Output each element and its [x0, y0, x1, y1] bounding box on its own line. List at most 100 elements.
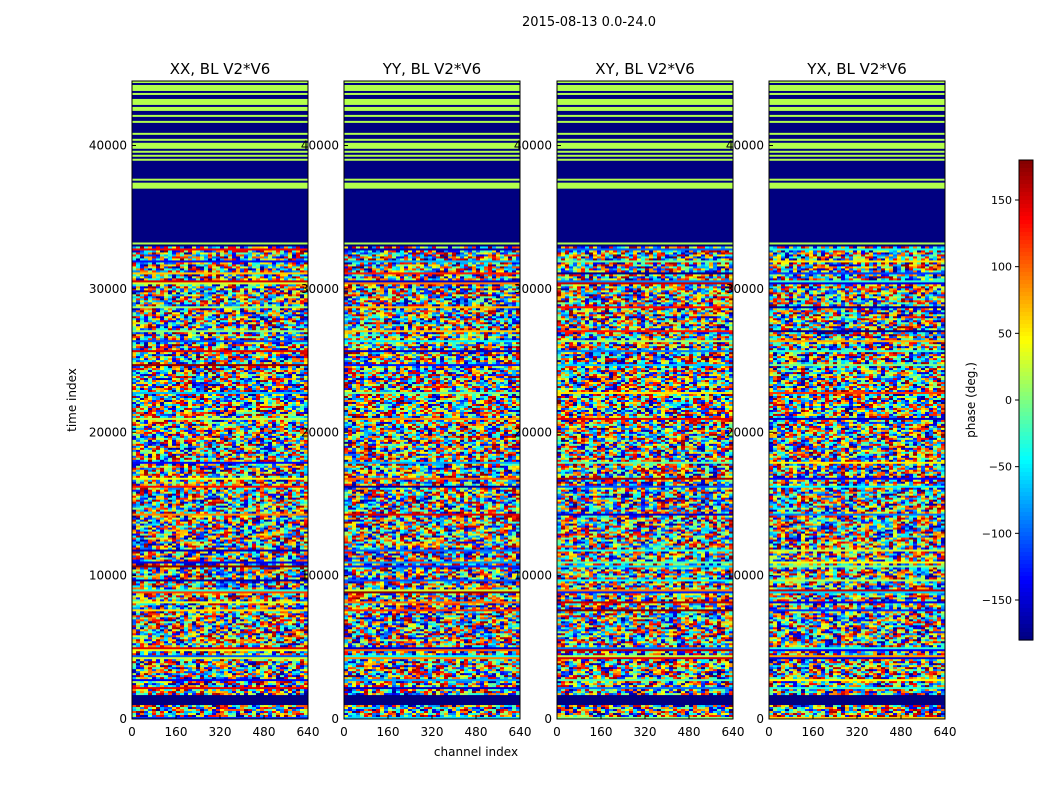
colorbar-segment [1019, 620, 1033, 625]
colorbar-segment [1019, 336, 1033, 341]
colorbar-segment [1019, 252, 1033, 257]
panel-xx: XX, BL V2*V6 0 160 320 480 640 0 10000 20000 3000… [89, 60, 320, 739]
colorbar-segment [1019, 484, 1033, 489]
colorbar-segment [1019, 444, 1033, 449]
colorbar-segment [1019, 236, 1033, 241]
colorbar-segment [1019, 372, 1033, 377]
colorbar-segment [1019, 224, 1033, 229]
y-tick-label: 30000 [301, 282, 339, 296]
colorbar-segment [1019, 548, 1033, 553]
x-tick-label: 640 [509, 725, 532, 739]
colorbar-segment [1019, 420, 1033, 425]
y-tick-label: 40000 [301, 139, 339, 153]
colorbar-segment [1019, 512, 1033, 517]
colorbar-segment [1019, 588, 1033, 593]
heatmap-image [557, 81, 733, 719]
colorbar-segment [1019, 400, 1033, 405]
colorbar-segment [1019, 280, 1033, 285]
colorbar-segment [1019, 440, 1033, 445]
x-axis-label: channel index [434, 745, 518, 759]
panel-title: YY, BL V2*V6 [382, 60, 481, 78]
colorbar-segment [1019, 408, 1033, 413]
colorbar-segment [1019, 536, 1033, 541]
colorbar-segment [1019, 208, 1033, 213]
colorbar-segment [1019, 460, 1033, 465]
y-tick-label: 0 [756, 712, 764, 726]
colorbar-tick-label: −50 [989, 461, 1012, 474]
colorbar-segment [1019, 168, 1033, 173]
x-tick-label: 480 [253, 725, 276, 739]
colorbar-segment [1019, 636, 1033, 641]
colorbar-segment [1019, 424, 1033, 429]
colorbar-segment [1019, 312, 1033, 317]
colorbar-segment [1019, 204, 1033, 209]
colorbar-segment [1019, 468, 1033, 473]
colorbar-segment [1019, 508, 1033, 513]
colorbar-segment [1019, 432, 1033, 437]
colorbar-segment [1019, 388, 1033, 393]
colorbar-segment [1019, 176, 1033, 181]
colorbar-segment [1019, 240, 1033, 245]
colorbar-segment [1019, 384, 1033, 389]
colorbar-segment [1019, 392, 1033, 397]
colorbar-tick-label: 50 [998, 327, 1012, 340]
colorbar-segment [1019, 180, 1033, 185]
colorbar-segment [1019, 504, 1033, 509]
x-tick-label: 160 [590, 725, 613, 739]
y-tick-label: 40000 [726, 139, 764, 153]
colorbar-segment [1019, 532, 1033, 537]
colorbar-segment [1019, 448, 1033, 453]
colorbar-segment [1019, 364, 1033, 369]
colorbar-segment [1019, 552, 1033, 557]
heatmap-image [132, 81, 308, 719]
colorbar-segment [1019, 320, 1033, 325]
colorbar-segment [1019, 616, 1033, 621]
colorbar-tick-label: 0 [1005, 394, 1012, 407]
colorbar-segment [1019, 356, 1033, 361]
colorbar-segment [1019, 584, 1033, 589]
colorbar-segment [1019, 300, 1033, 305]
x-tick-label: 160 [165, 725, 188, 739]
colorbar-segment [1019, 360, 1033, 365]
y-axis-label: time index [65, 368, 79, 432]
colorbar-segment [1019, 632, 1033, 637]
colorbar-segment [1019, 596, 1033, 601]
y-tick-label: 20000 [514, 425, 552, 439]
x-tick-label: 480 [465, 725, 488, 739]
colorbar-segment [1019, 256, 1033, 261]
colorbar-tick-label: −150 [982, 594, 1012, 607]
colorbar-segment [1019, 264, 1033, 269]
y-tick-label: 20000 [89, 425, 127, 439]
y-tick-label: 30000 [89, 282, 127, 296]
y-tick-label: 30000 [514, 282, 552, 296]
colorbar-segment [1019, 272, 1033, 277]
colorbar-segment [1019, 560, 1033, 565]
colorbar-segment [1019, 352, 1033, 357]
colorbar-segment [1019, 604, 1033, 609]
colorbar-segment [1019, 192, 1033, 197]
y-tick-label: 0 [544, 712, 552, 726]
x-tick-label: 160 [802, 725, 825, 739]
colorbar-tick-label: 150 [991, 194, 1012, 207]
colorbar-segment [1019, 528, 1033, 533]
colorbar-segment [1019, 544, 1033, 549]
colorbar-segment [1019, 296, 1033, 301]
colorbar-segment [1019, 276, 1033, 281]
colorbar-segment [1019, 464, 1033, 469]
colorbar-segment [1019, 452, 1033, 457]
x-tick-label: 320 [846, 725, 869, 739]
y-tick-label: 10000 [514, 569, 552, 583]
panel-title: XX, BL V2*V6 [170, 60, 271, 78]
colorbar-segment [1019, 324, 1033, 329]
y-tick-label: 20000 [301, 425, 339, 439]
colorbar-segment [1019, 248, 1033, 253]
colorbar-tick-label: 100 [991, 261, 1012, 274]
colorbar-segment [1019, 628, 1033, 633]
x-tick-label: 640 [934, 725, 957, 739]
colorbar-segment [1019, 396, 1033, 401]
colorbar-segment [1019, 188, 1033, 193]
colorbar-segment [1019, 340, 1033, 345]
colorbar-segment [1019, 260, 1033, 265]
panel-yy: YY, BL V2*V6 0 160 320 480 640 0 10000 20000 3000… [301, 60, 532, 739]
y-tick-label: 0 [331, 712, 339, 726]
